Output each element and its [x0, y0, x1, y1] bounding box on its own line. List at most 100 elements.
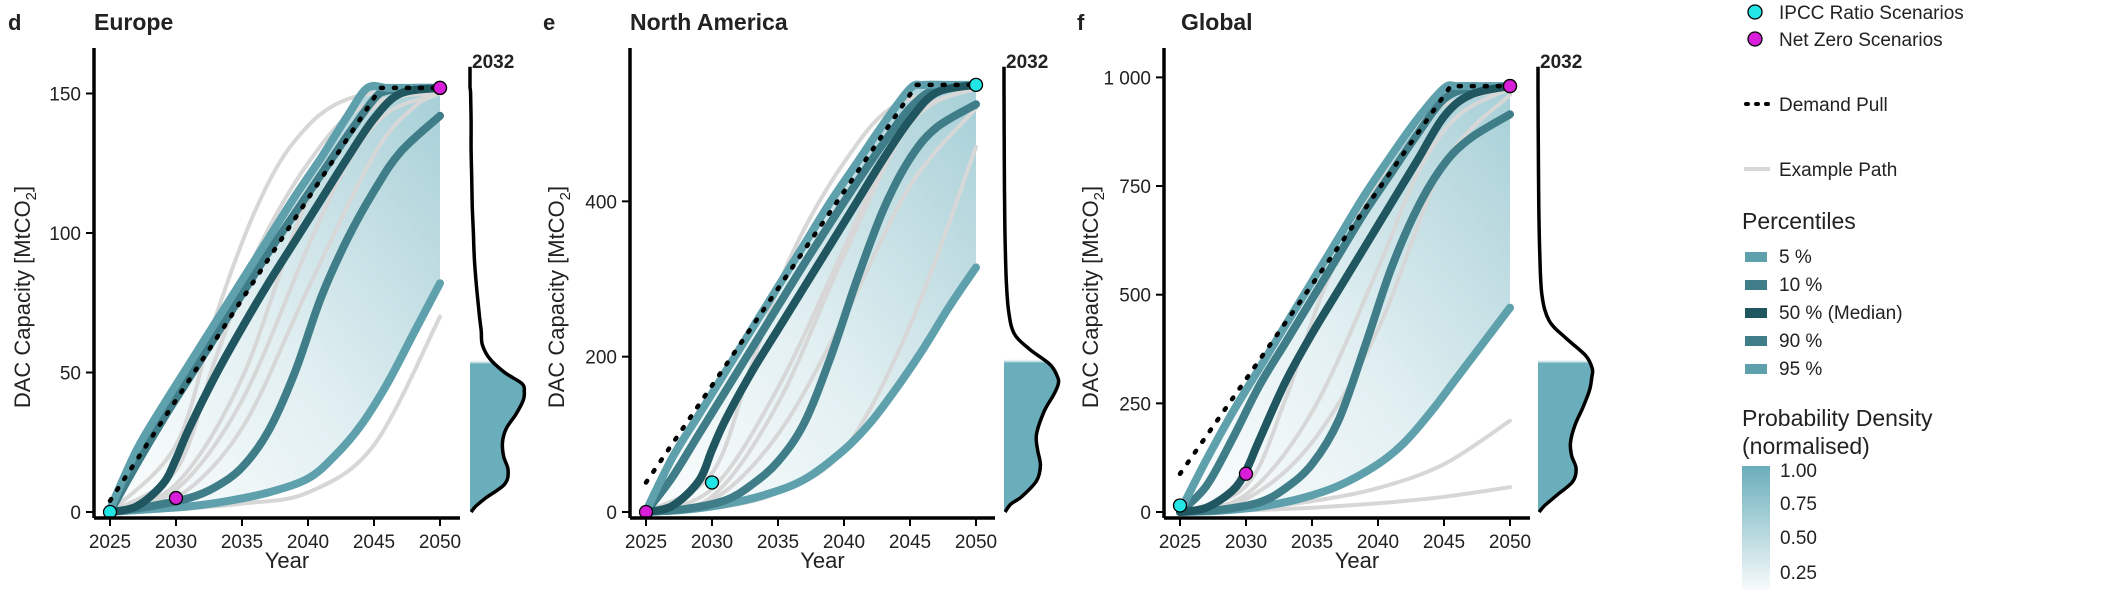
- netzero-point-1: [1238, 466, 1254, 481]
- x-tick-label: 2045: [1423, 532, 1465, 553]
- y-axis-label: DAC Capacity [MtCO2]: [544, 186, 574, 408]
- netzero-point-1: [168, 490, 184, 506]
- x-tick-label: 2050: [419, 532, 461, 553]
- density-fill: [1004, 84, 1059, 513]
- x-tick-label: 2035: [1291, 532, 1333, 553]
- panel-title: North America: [630, 9, 788, 35]
- x-axis-label: Year: [800, 548, 844, 573]
- panel-north-america: 0 200 400 2025 2030 2035 2040 2045 2050 Year DAC C…: [543, 9, 1061, 573]
- percentile-line-p50: [1176, 82, 1514, 516]
- legend-percentile-swatch: [1745, 252, 1767, 262]
- y-tick-label: 0: [70, 503, 81, 524]
- density-fill: [1538, 86, 1593, 512]
- example-path-5: [108, 85, 442, 514]
- density-year-label: 2032: [472, 52, 514, 73]
- y-tick-label: 200: [585, 348, 617, 369]
- density-outline: [468, 66, 527, 514]
- x-tick-label: 2035: [757, 532, 799, 553]
- percentile-line-p90: [1176, 110, 1514, 516]
- legend-netzero-marker: [1747, 31, 1763, 47]
- x-tick-label: 2030: [1225, 532, 1267, 553]
- x-axis-label: Year: [265, 548, 309, 573]
- y-tick-label: 100: [49, 224, 81, 245]
- x-tick-label: 2030: [691, 532, 733, 553]
- x-tick-label: 2025: [1159, 532, 1201, 553]
- ipcc-point-1: [704, 475, 720, 490]
- percentile-line-p5: [642, 80, 980, 516]
- demand-pull-line: [1177, 83, 1513, 477]
- legend-density-tick-label: 0.50: [1780, 528, 1817, 549]
- legend-percentile-swatch: [1745, 364, 1767, 374]
- y-tick-label: 0: [606, 503, 617, 524]
- legend-density-title-1: Probability Density: [1742, 405, 1933, 431]
- legend-density-ticks: 1.00 0.75 0.50 0.25: [1770, 461, 1817, 584]
- legend-percentile-label: 90 %: [1779, 331, 1822, 352]
- density-year-label: 2032: [1540, 52, 1582, 73]
- x-tick-label: 2050: [1489, 532, 1531, 553]
- example-path-3: [108, 91, 442, 514]
- legend-percentile-list: 5 % 10 % 50 % (Median) 90 % 95 %: [1745, 247, 1903, 380]
- netzero-point-2: [432, 80, 448, 96]
- legend-density-colorbar: [1742, 466, 1770, 590]
- percentile-line-p90: [106, 111, 444, 516]
- density-year-label: 2032: [1006, 52, 1048, 73]
- density-fan-area: [646, 84, 976, 512]
- x-tick-label: 2025: [625, 532, 667, 553]
- demand-pull-line: [643, 82, 979, 485]
- x-tick-label: 2030: [155, 532, 197, 553]
- panel-title: Global: [1181, 9, 1253, 35]
- legend-percentiles-title: Percentiles: [1742, 208, 1856, 234]
- x-tick-label: 2035: [221, 532, 263, 553]
- legend-demand-label: Demand Pull: [1779, 95, 1888, 116]
- x-tick-label: 2040: [1357, 532, 1399, 553]
- panel-europe: 0 50 100 150 2025 2030 2035 2040 2045 2050 Year DAC…: [8, 9, 527, 573]
- legend-percentile-swatch: [1745, 280, 1767, 290]
- x-tick-label: 2025: [89, 532, 131, 553]
- percentile-line-p10: [642, 80, 980, 516]
- legend: IPCC Ratio Scenarios Net Zero Scenarios …: [1742, 3, 1964, 590]
- legend-percentile-swatch: [1745, 308, 1767, 318]
- legend-density-tick-label: 0.25: [1780, 563, 1817, 584]
- panel-letter: e: [543, 10, 555, 35]
- percentile-line-p90: [642, 100, 980, 516]
- example-path-5: [1178, 86, 1512, 514]
- density-fill: [470, 87, 525, 513]
- percentile-line-p95: [106, 279, 444, 516]
- legend-netzero-label: Net Zero Scenarios: [1779, 30, 1943, 51]
- legend-percentile-swatch: [1745, 336, 1767, 346]
- netzero-point-2: [1502, 78, 1518, 94]
- x-tick-label: 2050: [955, 532, 997, 553]
- legend-percentile-label: 5 %: [1779, 247, 1812, 268]
- x-tick-label: 2045: [353, 532, 395, 553]
- y-tick-label: 50: [60, 363, 81, 384]
- y-tick-label: 150: [49, 84, 81, 105]
- ipcc-point-2: [968, 77, 984, 93]
- percentile-line-p5: [1176, 81, 1514, 516]
- legend-ipcc-marker: [1747, 4, 1763, 20]
- legend-percentile-label: 95 %: [1779, 359, 1822, 380]
- y-tick-label: 1 000: [1103, 68, 1151, 89]
- y-tick-label: 0: [1140, 503, 1151, 524]
- percentile-line-p10: [1176, 82, 1514, 516]
- legend-density-tick-label: 1.00: [1780, 461, 1817, 482]
- density-outline: [1002, 66, 1061, 514]
- x-tick-label: 2040: [823, 532, 865, 553]
- panel-global: 0 250 500 750 1 000 2025 2030 2035 2040 2045 2050 Y…: [1077, 9, 1595, 573]
- ipcc-point-1: [1172, 498, 1188, 513]
- legend-density-tick-label: 0.75: [1780, 494, 1817, 515]
- legend-percentile-label: 50 % (Median): [1779, 303, 1903, 324]
- x-axis-label: Year: [1335, 548, 1379, 573]
- demand-pull-line: [107, 85, 443, 504]
- percentile-line-p50: [106, 83, 444, 516]
- panel-letter: d: [8, 10, 21, 35]
- y-tick-label: 400: [585, 192, 617, 213]
- density-outline: [1536, 66, 1595, 514]
- x-tick-label: 2040: [287, 532, 329, 553]
- y-tick-label: 500: [1119, 286, 1151, 307]
- y-tick-label: 750: [1119, 177, 1151, 198]
- y-axis-label: DAC Capacity [MtCO2]: [1078, 186, 1108, 408]
- density-fan-area: [110, 85, 440, 512]
- legend-ipcc-label: IPCC Ratio Scenarios: [1779, 3, 1964, 24]
- panel-letter: f: [1077, 10, 1085, 35]
